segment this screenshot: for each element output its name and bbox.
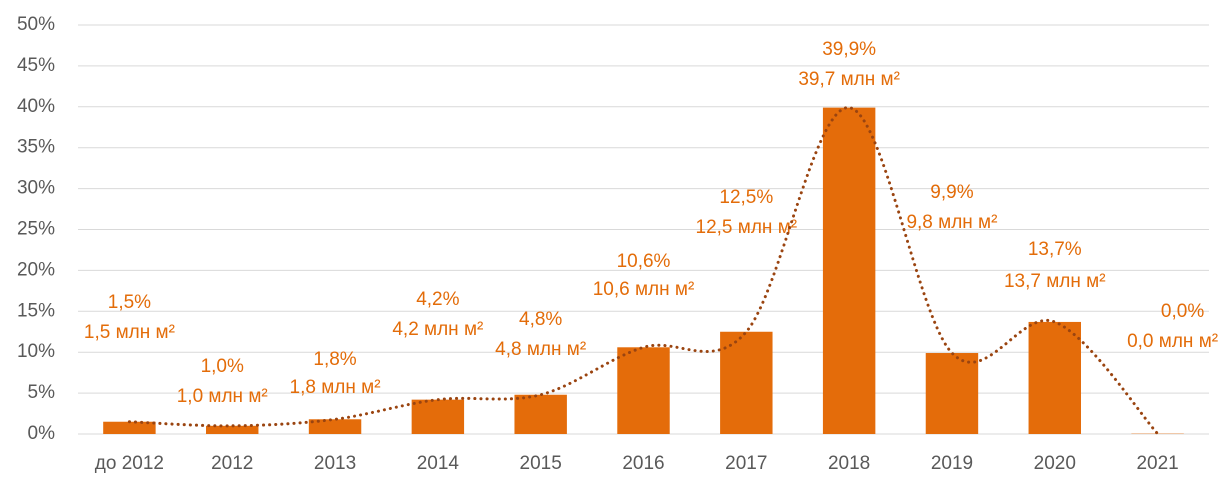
bar <box>206 425 259 434</box>
data-label: 10,6% <box>617 251 671 272</box>
x-tick-label: 2012 <box>211 453 253 474</box>
x-tick-label: 2014 <box>417 453 460 474</box>
y-tick-label: 20% <box>17 259 55 280</box>
bar <box>617 347 670 434</box>
data-label: 1,8 млн м² <box>290 377 381 398</box>
y-tick-label: 45% <box>17 55 55 76</box>
data-label: 39,7 млн м² <box>798 69 900 90</box>
data-label: 1,8% <box>313 349 356 370</box>
bar <box>514 394 567 434</box>
data-label: 1,0% <box>201 356 244 377</box>
y-tick-label: 25% <box>17 219 55 240</box>
data-label: 13,7% <box>1028 239 1082 260</box>
y-tick-label: 0% <box>28 423 56 444</box>
y-tick-label: 5% <box>28 382 56 403</box>
data-label: 13,7 млн м² <box>1004 271 1106 292</box>
y-tick-label: 35% <box>17 137 55 158</box>
x-tick-label: 2021 <box>1136 453 1178 474</box>
bar <box>925 353 979 434</box>
data-label: 12,5% <box>719 187 773 208</box>
data-label: 4,8 млн м² <box>495 339 586 360</box>
x-tick-label: до 2012 <box>95 453 164 474</box>
data-label: 1,5 млн м² <box>84 322 175 343</box>
x-tick-label: 2017 <box>725 453 767 474</box>
data-label: 10,6 млн м² <box>593 279 695 300</box>
data-label: 4,2 млн м² <box>392 319 483 340</box>
data-label: 4,2% <box>416 289 459 310</box>
bar <box>411 399 465 434</box>
x-tick-label: 2013 <box>314 453 356 474</box>
x-tick-label: 2018 <box>828 453 870 474</box>
x-tick-label: 2020 <box>1034 453 1076 474</box>
data-label: 9,8 млн м² <box>906 212 997 233</box>
y-tick-label: 50% <box>17 14 55 35</box>
data-label: 1,5% <box>108 292 151 313</box>
bar <box>308 419 362 434</box>
y-tick-label: 15% <box>17 300 55 321</box>
bar <box>103 421 156 434</box>
data-label: 4,8% <box>519 309 562 330</box>
data-label: 1,0 млн м² <box>177 386 268 407</box>
data-label: 0,0% <box>1161 301 1204 322</box>
data-label: 39,9% <box>822 39 876 60</box>
y-tick-label: 30% <box>17 178 55 199</box>
y-tick-label: 40% <box>17 96 55 117</box>
data-label: 9,9% <box>930 182 973 203</box>
bar <box>822 107 876 435</box>
data-label: 12,5 млн м² <box>696 217 798 238</box>
data-label: 0,0 млн м² <box>1127 331 1218 352</box>
bar <box>720 331 773 434</box>
bar <box>1028 321 1081 434</box>
x-tick-label: 2015 <box>520 453 562 474</box>
y-tick-label: 10% <box>17 341 55 362</box>
x-tick-label: 2019 <box>931 453 973 474</box>
x-tick-label: 2016 <box>622 453 664 474</box>
